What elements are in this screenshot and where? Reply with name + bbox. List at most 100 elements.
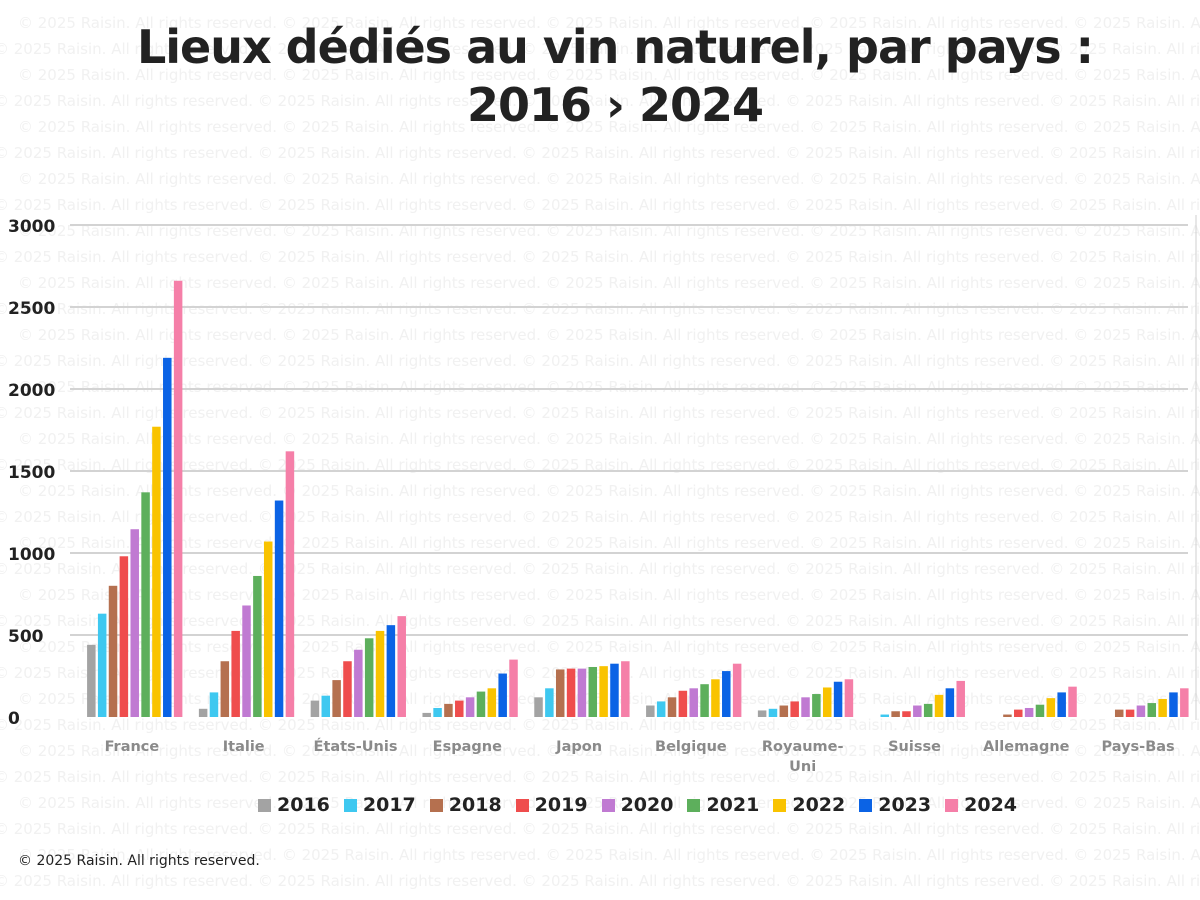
watermark-line: © 2025 Raisin. All rights reserved. © 20…	[18, 638, 1200, 656]
legend-label: 2024	[964, 794, 1018, 816]
bar-2020-Espagne	[465, 697, 475, 717]
watermark-line: © 2025 Raisin. All rights reserved. © 20…	[0, 716, 1200, 734]
x-tick-label-line: Allemagne	[983, 739, 1070, 755]
bar-2017-Japon	[545, 688, 554, 717]
y-tick-label: 3000	[8, 217, 55, 237]
bar-2016-France	[87, 644, 96, 717]
bar-2017-Belgique	[656, 701, 666, 717]
watermark-line: © 2025 Raisin. All rights reserved. © 20…	[18, 482, 1200, 500]
copyright-notice: © 2025 Raisin. All rights reserved.	[18, 853, 260, 869]
chart-legend: 2016 2017 2018 2019 2020 2021 2022 2023 2024	[258, 792, 1031, 818]
legend-label: 2016	[277, 794, 330, 816]
bar-2022-France	[152, 426, 161, 717]
x-tick-label: Pays-Bas	[1102, 739, 1175, 755]
y-tick-label: 1000	[8, 545, 55, 565]
watermark-line: © 2025 Raisin. All rights reserved. © 20…	[0, 612, 1200, 630]
bar-2018-Italie	[220, 661, 230, 717]
bar-2022-Japon	[599, 666, 608, 717]
watermark-line: © 2025 Raisin. All rights reserved. © 20…	[0, 872, 1200, 890]
legend-label: 2022	[792, 794, 846, 816]
bar-2019-Belgique	[678, 690, 688, 717]
bar-2016-Italie	[198, 708, 208, 717]
bar-2022-Royaume-Uni	[822, 687, 832, 717]
watermark-line: © 2025 Raisin. All rights reserved. © 20…	[18, 586, 1200, 604]
bar-2022-Allemagne	[1046, 698, 1056, 717]
bar-2017-Royaume-Uni	[768, 708, 778, 717]
legend-item-2023: 2023	[859, 794, 931, 816]
bar-2021-Espagne	[476, 691, 486, 717]
bar-2020-Suisse	[913, 705, 922, 717]
bar-2023-États-Unis	[386, 625, 396, 717]
bar-2019-Japon	[566, 668, 576, 717]
bar-2024-Allemagne	[1068, 686, 1077, 717]
bar-2020-Pays-Bas	[1136, 705, 1146, 717]
x-tick-label-line: France	[105, 739, 160, 755]
legend-item-2021: 2021	[687, 794, 759, 816]
watermark-line: © 2025 Raisin. All rights reserved. © 20…	[18, 170, 1200, 188]
bar-2019-Royaume-Uni	[790, 701, 799, 717]
x-tick-label: États-Unis	[314, 738, 398, 755]
bar-2021-Allemagne	[1035, 704, 1045, 717]
bar-2016-Japon	[534, 697, 543, 717]
legend-label: 2018	[448, 794, 502, 816]
bar-2021-États-Unis	[364, 638, 374, 717]
bar-2018-Belgique	[667, 697, 677, 717]
bar-2018-Suisse	[891, 711, 900, 717]
bar-2024-Pays-Bas	[1180, 688, 1189, 717]
x-tick-label-line: États-Unis	[314, 738, 398, 755]
legend-swatch	[258, 798, 271, 812]
x-tick-label: Japon	[555, 739, 602, 755]
bar-2022-Italie	[263, 541, 273, 717]
watermark-line: © 2025 Raisin. All rights reserved. © 20…	[18, 846, 1200, 864]
bar-2019-Espagne	[455, 700, 464, 717]
x-tick-label-line: Belgique	[655, 739, 727, 755]
bar-2016-Belgique	[646, 705, 655, 717]
bar-2024-Suisse	[956, 680, 965, 717]
watermark-line: © 2025 Raisin. All rights reserved. © 20…	[0, 92, 1200, 110]
bar-2024-Espagne	[509, 659, 518, 717]
watermark-line: © 2025 Raisin. All rights reserved. © 20…	[0, 144, 1200, 162]
bar-2016-États-Unis	[310, 700, 320, 717]
y-tick-label: 2500	[8, 299, 55, 319]
bar-2018-États-Unis	[332, 680, 341, 717]
watermark-line: © 2025 Raisin. All rights reserved. © 20…	[18, 66, 1200, 84]
legend-swatch	[687, 798, 701, 812]
watermark-line: © 2025 Raisin. All rights reserved. © 20…	[18, 118, 1200, 136]
bar-2019-Italie	[231, 630, 240, 717]
bar-2023-Espagne	[498, 673, 507, 717]
watermark-line: © 2025 Raisin. All rights reserved. © 20…	[0, 404, 1200, 422]
bar-2021-Royaume-Uni	[812, 694, 821, 717]
legend-swatch	[945, 798, 959, 812]
bar-2019-Allemagne	[1014, 709, 1023, 717]
legend-swatch	[773, 798, 787, 812]
bar-2023-Italie	[274, 500, 284, 717]
bar-2020-Italie	[242, 605, 251, 717]
legend-label: 2023	[878, 794, 932, 816]
bar-2023-Allemagne	[1057, 692, 1066, 717]
chart-title-line-2: 2016 › 2024	[466, 78, 764, 132]
bar-2020-Belgique	[689, 688, 698, 717]
bar-2023-Pays-Bas	[1169, 692, 1178, 717]
legend-item-2019: 2019	[515, 794, 588, 816]
watermark-line: © 2025 Raisin. All rights reserved. © 20…	[18, 430, 1200, 448]
bar-2021-France	[141, 492, 150, 717]
legend-swatch	[859, 798, 873, 812]
x-tick-label-line: Royaume-	[762, 739, 844, 755]
x-tick-label: Allemagne	[983, 739, 1070, 755]
watermark-line: © 2025 Raisin. All rights reserved. © 20…	[0, 456, 1200, 474]
bar-2021-Suisse	[923, 703, 933, 717]
watermark-line: © 2025 Raisin. All rights reserved. © 20…	[0, 560, 1200, 578]
bar-2019-Pays-Bas	[1125, 709, 1135, 717]
bar-2022-Pays-Bas	[1158, 698, 1167, 717]
bar-2023-Suisse	[945, 688, 955, 717]
legend-swatch	[601, 798, 615, 812]
bar-2021-Japon	[588, 666, 598, 717]
legend-item-2024: 2024	[945, 794, 1017, 816]
watermark-line: © 2025 Raisin. All rights reserved. © 20…	[18, 222, 1200, 240]
bar-2018-Pays-Bas	[1114, 709, 1124, 717]
chart-title: Lieux dédiés au vin naturel, par pays : …	[0, 18, 1200, 134]
bar-2019-France	[119, 556, 129, 717]
legend-item-2018: 2018	[429, 794, 502, 816]
watermark-line: © 2025 Raisin. All rights reserved. © 20…	[0, 196, 1200, 214]
